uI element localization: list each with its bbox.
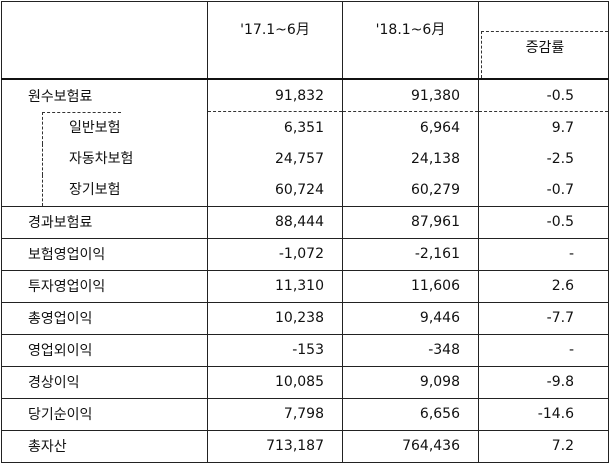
value-2017: 713,187 — [207, 430, 343, 463]
value-2018: -348 — [342, 334, 479, 367]
table-header-row: '17.1~6月 '18.1~6月 증감률 — [1, 1, 609, 80]
row-label: 영업외이익 — [1, 334, 208, 367]
value-2017: 11,310 — [207, 270, 343, 303]
row-label: 원수보험료 — [1, 79, 208, 112]
value-rate: 2.6 — [478, 270, 609, 303]
value-2018: 60,279 — [342, 174, 479, 207]
value-2017: 88,444 — [207, 206, 343, 239]
table-row: 경과보험료 88,444 87,961 -0.5 — [1, 206, 609, 239]
row-label: 일반보험 — [42, 111, 121, 144]
value-rate: -7.7 — [478, 302, 609, 335]
row-label-cell: 자동차보험 — [1, 143, 208, 175]
table-row: 총자산 713,187 764,436 7.2 — [1, 430, 609, 463]
value-rate: 7.2 — [478, 430, 609, 463]
value-2017: 10,085 — [207, 366, 343, 399]
value-2018: 764,436 — [342, 430, 479, 463]
value-rate: -0.5 — [478, 206, 609, 239]
table-row: 보험영업이익 -1,072 -2,161 - — [1, 238, 609, 271]
table-row: 경상이익 10,085 9,098 -9.8 — [1, 366, 609, 399]
value-2017: 91,832 — [207, 79, 343, 112]
row-label: 총자산 — [1, 430, 208, 463]
header-rate: 증감률 — [481, 31, 608, 78]
row-label: 투자영업이익 — [1, 270, 208, 303]
value-rate: -0.7 — [478, 174, 609, 207]
table-row: 원수보험료 91,832 91,380 -0.5 — [1, 79, 609, 112]
value-rate: -0.5 — [478, 79, 609, 112]
table-row: 일반보험 6,351 6,964 9.7 — [1, 111, 609, 144]
value-2018: -2,161 — [342, 238, 479, 271]
row-label: 당기순이익 — [1, 398, 208, 431]
row-label: 자동차보험 — [42, 143, 133, 175]
value-2018: 9,098 — [342, 366, 479, 399]
table-row: 총영업이익 10,238 9,446 -7.7 — [1, 302, 609, 335]
table-row: 영업외이익 -153 -348 - — [1, 334, 609, 367]
row-label-cell: 장기보험 — [1, 174, 208, 207]
value-2018: 6,656 — [342, 398, 479, 431]
header-rate-cell: 증감률 — [478, 1, 609, 80]
row-label-cell: 일반보험 — [1, 111, 208, 144]
row-label: 경과보험료 — [1, 206, 208, 239]
row-label: 경상이익 — [1, 366, 208, 399]
value-rate: 9.7 — [478, 111, 609, 144]
value-2017: -153 — [207, 334, 343, 367]
value-2018: 9,446 — [342, 302, 479, 335]
value-2017: 10,238 — [207, 302, 343, 335]
table-row: 투자영업이익 11,310 11,606 2.6 — [1, 270, 609, 303]
row-label: 보험영업이익 — [1, 238, 208, 271]
value-2018: 11,606 — [342, 270, 479, 303]
value-2017: 60,724 — [207, 174, 343, 207]
value-2017: -1,072 — [207, 238, 343, 271]
value-2018: 24,138 — [342, 143, 479, 175]
header-2017: '17.1~6月 — [207, 1, 343, 80]
value-2017: 6,351 — [207, 111, 343, 144]
header-label-cell — [1, 1, 208, 80]
row-label: 총영업이익 — [1, 302, 208, 335]
value-rate: -9.8 — [478, 366, 609, 399]
value-rate: - — [478, 334, 609, 367]
row-label: 장기보험 — [42, 174, 121, 206]
value-rate: -2.5 — [478, 143, 609, 175]
value-rate: -14.6 — [478, 398, 609, 431]
value-2017: 7,798 — [207, 398, 343, 431]
table-row: 당기순이익 7,798 6,656 -14.6 — [1, 398, 609, 431]
table-row: 자동차보험 24,757 24,138 -2.5 — [1, 143, 609, 175]
value-2018: 91,380 — [342, 79, 479, 112]
value-2017: 24,757 — [207, 143, 343, 175]
value-2018: 87,961 — [342, 206, 479, 239]
table-row: 장기보험 60,724 60,279 -0.7 — [1, 174, 609, 207]
value-2018: 6,964 — [342, 111, 479, 144]
header-2018: '18.1~6月 — [342, 1, 479, 80]
value-rate: - — [478, 238, 609, 271]
